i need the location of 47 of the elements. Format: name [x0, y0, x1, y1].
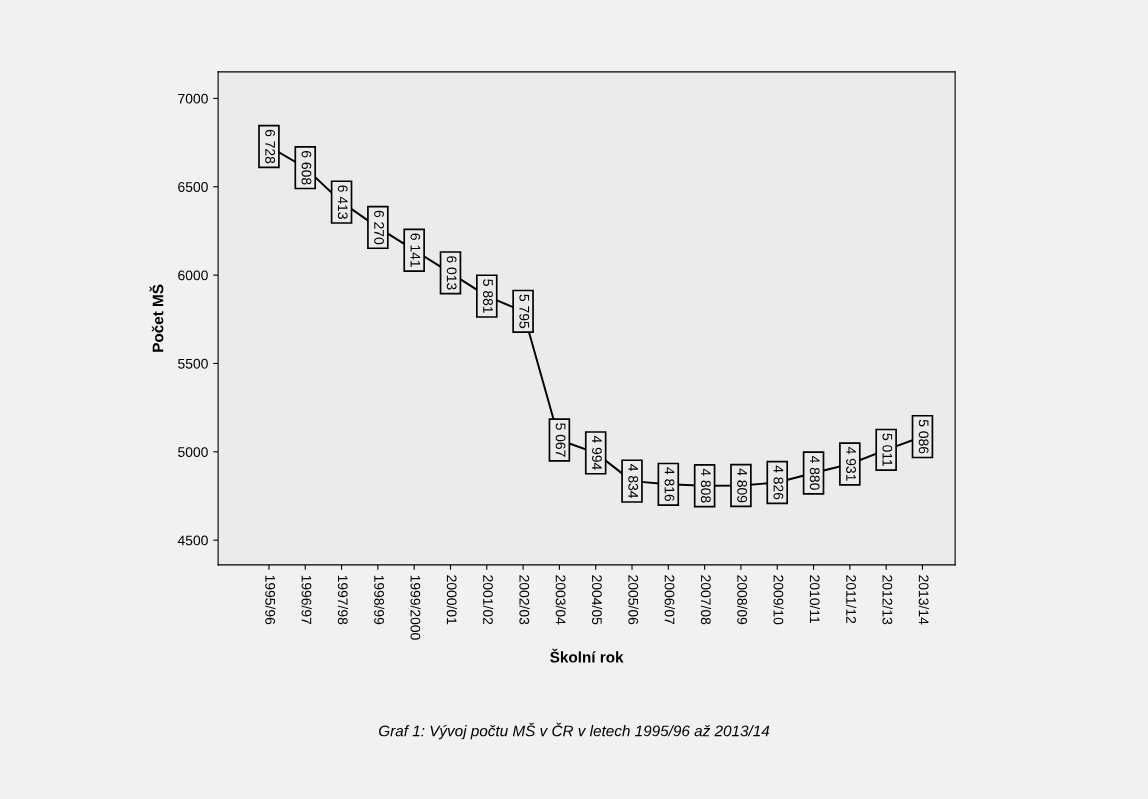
- y-tick-label: 5500: [178, 358, 208, 369]
- x-tick-label: 2001/02: [483, 575, 494, 625]
- x-tick-label: 1999/2000: [410, 575, 421, 640]
- data-label: 6 728: [265, 129, 276, 164]
- text: Graf 1: Vývoj počtu MŠ v ČR v letech 1995/96 až 2013/14: [379, 722, 770, 740]
- data-label: 6 608: [301, 151, 312, 185]
- x-tick-label: 2005/06: [628, 575, 639, 625]
- x-axis-title: Školní rok: [550, 648, 624, 663]
- data-label: 5 011: [882, 433, 893, 467]
- x-tick-label: 1996/97: [301, 575, 312, 625]
- data-label: 6 413: [337, 185, 348, 219]
- data-label: 6 270: [374, 210, 384, 245]
- x-tick-label: 2004/05: [591, 575, 603, 625]
- y-tick-label: 6500: [178, 182, 208, 192]
- data-label: 5 795: [519, 294, 530, 329]
- x-tick-label: 1995/96: [265, 575, 276, 625]
- data-label: 5 881: [483, 279, 493, 313]
- data-label: 4 834: [628, 464, 639, 499]
- x-tick-label: 1997/98: [337, 575, 349, 625]
- data-label: 4 826: [773, 465, 784, 500]
- data-label: 4 931: [846, 446, 856, 481]
- y-tick-label: 4500: [177, 535, 208, 546]
- x-tick-label: 2006/07: [664, 575, 675, 625]
- x-tick-label: 2012/13: [882, 575, 893, 625]
- y-axis-title: Počet MŠ: [149, 284, 164, 352]
- x-tick-label: 2013/14: [918, 575, 929, 625]
- data-label: 6 013: [446, 256, 457, 290]
- y-tick-label: 5000: [178, 447, 208, 457]
- data-label: 4 808: [700, 468, 711, 503]
- x-tick-label: 2000/01: [446, 575, 457, 625]
- x-tick-label: 2008/09: [737, 575, 748, 625]
- x-tick-label: 1998/99: [374, 575, 385, 625]
- data-label: 4 994: [591, 435, 602, 470]
- y-tick-label: 7000: [178, 93, 208, 104]
- data-label: 4 880: [809, 455, 820, 490]
- x-tick-label: 2003/04: [555, 575, 566, 625]
- x-tick-label: 2011/12: [846, 575, 857, 624]
- x-tick-label: 2010/11: [809, 575, 821, 624]
- y-tick-label: 6000: [178, 270, 208, 281]
- x-tick-label: 2007/08: [700, 575, 712, 625]
- x-tick-label: 2009/10: [773, 575, 784, 625]
- data-label: 4 816: [664, 467, 675, 502]
- data-label: 6 141: [410, 233, 421, 267]
- x-tick-label: 2002/03: [519, 575, 530, 625]
- data-label: 5 086: [918, 419, 929, 454]
- data-label: 4 809: [737, 468, 748, 503]
- data-label: 5 067: [555, 423, 566, 457]
